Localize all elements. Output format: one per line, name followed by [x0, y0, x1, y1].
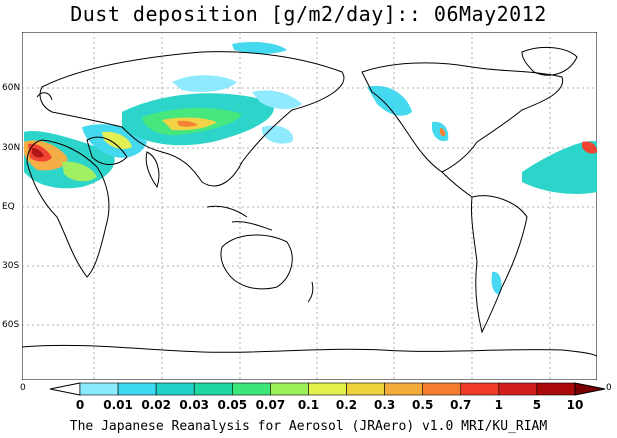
colorbar-label: 0.7	[450, 398, 472, 412]
colorbar-label: 1	[494, 398, 504, 412]
lat-label-eq: EQ	[2, 202, 15, 212]
colorbar	[49, 382, 606, 396]
dust-map	[21, 31, 598, 381]
colorbar-label: 0.03	[179, 398, 210, 412]
colorbar-segment	[460, 382, 500, 396]
colorbar-segment	[574, 382, 606, 396]
colorbar-segment	[232, 382, 271, 396]
colorbar-label: 10	[566, 398, 584, 412]
lat-label-30s: 30S	[2, 261, 20, 271]
colorbar-segment	[270, 382, 309, 396]
colorbar-label: 5	[532, 398, 542, 412]
colorbar-segment	[346, 382, 385, 396]
colorbar-label: 0	[75, 398, 85, 412]
colorbar-label: 0.2	[335, 398, 358, 412]
colorbar-segment	[79, 382, 119, 396]
colorbar-label: 0.02	[141, 398, 171, 412]
dust-field	[24, 42, 597, 295]
colorbar-label: 0.3	[373, 398, 396, 412]
page-title: Dust deposition [g/m2/day]:: 06May2012	[70, 2, 547, 26]
map-border	[21, 31, 598, 381]
colorbar-label: 0.1	[297, 398, 320, 412]
colorbar-label: 0.05	[217, 398, 248, 412]
colorbar-segment	[308, 382, 347, 396]
colorbar-label: 0.01	[103, 398, 133, 412]
colorbar-segment	[536, 382, 576, 396]
colorbar-segment	[193, 382, 233, 396]
map-svg	[21, 31, 598, 381]
lat-label-30n: 30N	[2, 143, 21, 153]
colorbar-label: 0.07	[255, 398, 286, 412]
colorbar-segment	[422, 382, 462, 396]
lat-label-60n: 60N	[2, 83, 21, 93]
colorbar-segment	[155, 382, 195, 396]
colorbar-label: 0.5	[412, 398, 434, 412]
colorbar-segment	[384, 382, 423, 396]
footer-credit: The Japanese Reanalysis for Aerosol (JRA…	[69, 419, 548, 434]
colorbar-segment	[49, 382, 81, 396]
lat-label-60s: 60S	[2, 320, 20, 330]
coastlines	[21, 46, 598, 358]
colorbar-segment	[498, 382, 538, 396]
colorbar-segment	[117, 382, 157, 396]
axis-left-label: 0	[20, 383, 26, 393]
axis-right-label: 0	[606, 383, 612, 393]
